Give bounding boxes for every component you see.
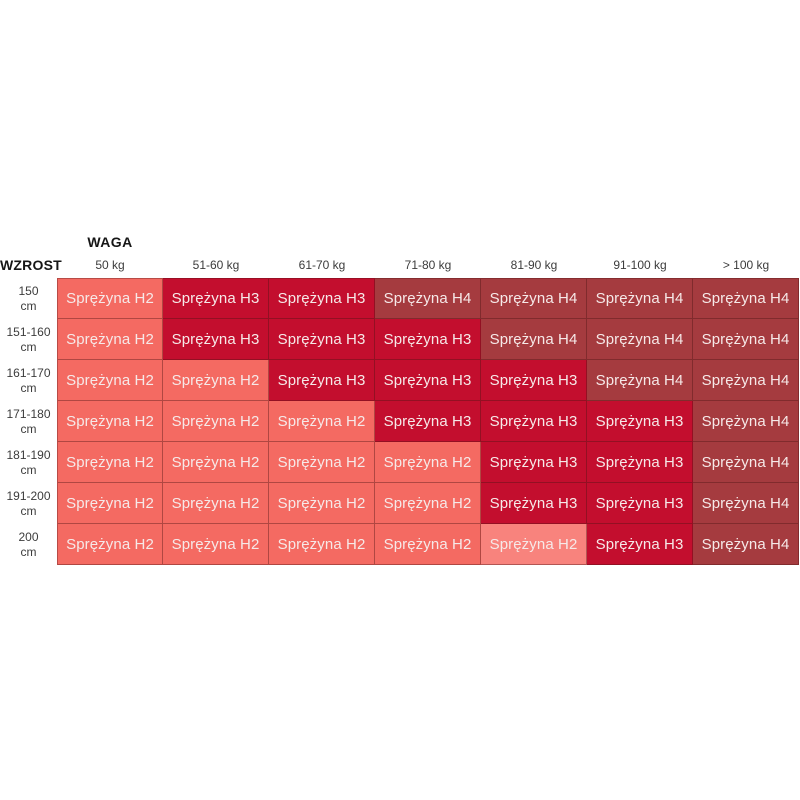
row-label-range: 181-190	[6, 447, 51, 462]
spring-cell: Sprężyna H4	[693, 360, 799, 401]
row-label: 151-160 cm	[0, 319, 57, 360]
spring-cell: Sprężyna H2	[163, 442, 269, 483]
column-header: 51-60 kg	[192, 258, 240, 272]
spring-cell: Sprężyna H2	[57, 360, 163, 401]
column-header: 50 kg	[95, 258, 125, 272]
row-label: 191-200 cm	[0, 483, 57, 524]
row-label-unit: cm	[20, 462, 37, 477]
weight-axis-row: WAGA	[0, 234, 799, 252]
spring-cell: Sprężyna H2	[481, 524, 587, 565]
spring-cell: Sprężyna H3	[481, 483, 587, 524]
column-header: 71-80 kg	[404, 258, 452, 272]
spring-cell: Sprężyna H3	[163, 319, 269, 360]
spring-cell: Sprężyna H4	[693, 442, 799, 483]
spring-cell: Sprężyna H2	[375, 442, 481, 483]
spring-cell: Sprężyna H2	[57, 442, 163, 483]
spring-cell: Sprężyna H3	[481, 401, 587, 442]
spring-cell: Sprężyna H2	[163, 483, 269, 524]
spring-cell: Sprężyna H4	[693, 483, 799, 524]
row-label-unit: cm	[20, 544, 37, 559]
spring-cell: Sprężyna H2	[57, 483, 163, 524]
spring-cell: Sprężyna H4	[587, 278, 693, 319]
spring-cell: Sprężyna H4	[481, 319, 587, 360]
spring-cell: Sprężyna H4	[587, 360, 693, 401]
row-label-range: 150	[18, 283, 39, 298]
spring-cell: Sprężyna H4	[693, 278, 799, 319]
spring-matrix: 150 cm Sprężyna H2 Sprężyna H3 Sprężyna H3 Sp…	[0, 278, 799, 565]
row-label-range: 200	[18, 529, 39, 544]
spring-cell: Sprężyna H2	[375, 483, 481, 524]
spring-cell: Sprężyna H3	[587, 483, 693, 524]
spring-cell: Sprężyna H2	[269, 483, 375, 524]
row-label-unit: cm	[20, 421, 37, 436]
spring-cell: Sprężyna H3	[375, 401, 481, 442]
column-header: 61-70 kg	[298, 258, 346, 272]
column-header: 91-100 kg	[613, 258, 667, 272]
row-label-unit: cm	[20, 503, 37, 518]
spring-cell: Sprężyna H3	[163, 278, 269, 319]
spring-cell: Sprężyna H3	[587, 442, 693, 483]
spring-cell: Sprężyna H4	[693, 524, 799, 565]
row-label-unit: cm	[20, 380, 37, 395]
spring-cell: Sprężyna H2	[163, 401, 269, 442]
spring-cell: Sprężyna H2	[57, 524, 163, 565]
row-label: 171-180 cm	[0, 401, 57, 442]
row-label: 181-190 cm	[0, 442, 57, 483]
height-axis-label: WZROST	[0, 257, 62, 273]
column-header: > 100 kg	[722, 258, 770, 272]
spring-cell: Sprężyna H3	[481, 360, 587, 401]
spring-cell: Sprężyna H3	[375, 360, 481, 401]
spring-cell: Sprężyna H4	[693, 319, 799, 360]
spring-cell: Sprężyna H3	[269, 278, 375, 319]
row-label-range: 191-200	[6, 488, 51, 503]
column-header-row: WZROST 50 kg 51-60 kg 61-70 kg 71-80 kg 81-9…	[0, 252, 799, 278]
spring-cell: Sprężyna H2	[269, 524, 375, 565]
row-label-unit: cm	[20, 339, 37, 354]
spring-cell: Sprężyna H2	[163, 360, 269, 401]
spring-cell: Sprężyna H2	[375, 524, 481, 565]
spring-cell: Sprężyna H4	[587, 319, 693, 360]
spring-cell: Sprężyna H3	[481, 442, 587, 483]
spring-cell: Sprężyna H2	[57, 401, 163, 442]
row-label-range: 151-160	[6, 324, 51, 339]
spring-cell: Sprężyna H3	[269, 360, 375, 401]
spring-cell: Sprężyna H2	[163, 524, 269, 565]
row-label-range: 171-180	[6, 406, 51, 421]
spring-cell: Sprężyna H2	[269, 401, 375, 442]
row-label-unit: cm	[20, 298, 37, 313]
spring-cell: Sprężyna H3	[269, 319, 375, 360]
row-label: 161-170 cm	[0, 360, 57, 401]
row-label: 200 cm	[0, 524, 57, 565]
spring-cell: Sprężyna H4	[693, 401, 799, 442]
spring-cell: Sprężyna H3	[587, 401, 693, 442]
spring-cell: Sprężyna H2	[269, 442, 375, 483]
spring-cell: Sprężyna H2	[57, 319, 163, 360]
row-label: 150 cm	[0, 278, 57, 319]
row-label-range: 161-170	[6, 365, 51, 380]
column-header: 81-90 kg	[510, 258, 558, 272]
spring-cell: Sprężyna H3	[587, 524, 693, 565]
spring-cell: Sprężyna H4	[481, 278, 587, 319]
spring-cell: Sprężyna H4	[375, 278, 481, 319]
heatmap-table: WAGA WZROST 50 kg 51-60 kg 61-70 kg 71-80 k…	[0, 234, 799, 565]
spring-cell: Sprężyna H2	[57, 278, 163, 319]
weight-axis-label: WAGA	[87, 234, 133, 250]
spring-cell: Sprężyna H3	[375, 319, 481, 360]
